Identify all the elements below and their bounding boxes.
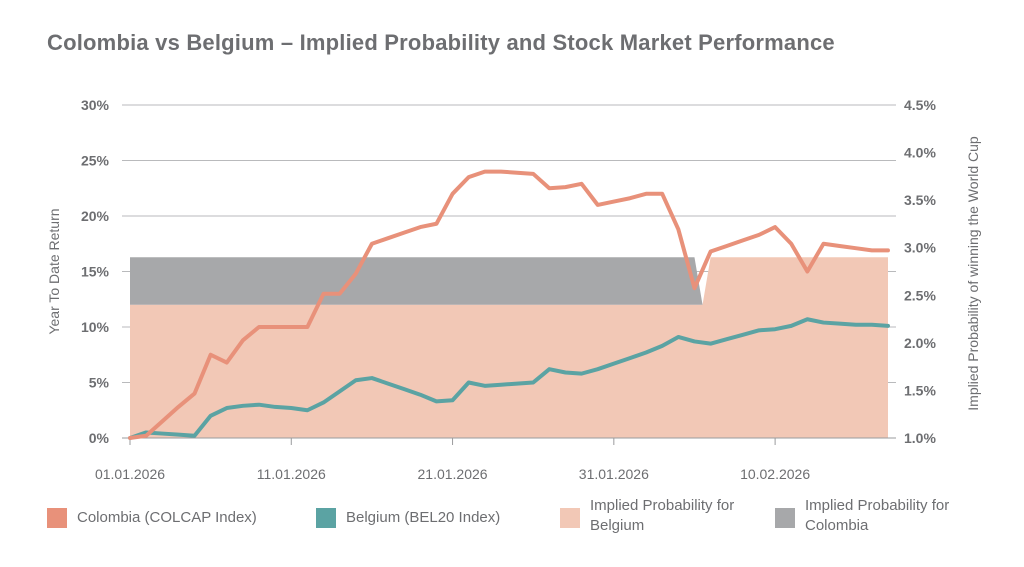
legend-swatch-colombia [47, 508, 67, 528]
y-tick-label: 10% [81, 319, 110, 335]
y2-tick-label: 3.0% [904, 240, 936, 256]
area-prob-colombia [130, 257, 703, 305]
y2-tick-label: 1.5% [904, 382, 936, 398]
legend-item-belgium: Belgium (BEL20 Index) [316, 496, 500, 536]
area-prob-belgium [130, 257, 888, 438]
y-tick-label: 20% [81, 208, 110, 224]
legend-label-prob-belgium: Implied Probability for Belgium [590, 497, 735, 534]
legend-label-belgium: Belgium (BEL20 Index) [346, 509, 501, 526]
legend-swatch-prob-belgium [560, 508, 580, 528]
legend-label-colombia: Colombia (COLCAP Index) [77, 509, 257, 526]
y2-tick-label: 1.0% [904, 430, 936, 446]
y-tick-label: 0% [89, 430, 110, 446]
y2-axis-title: Implied Probability of winning the World… [965, 136, 981, 411]
y-tick-label: 15% [81, 264, 110, 280]
legend-label-prob-colombia: Implied Probability for Colombia [805, 497, 950, 534]
x-tick-label: 10.02.2026 [740, 466, 810, 482]
y2-tick-label: 3.5% [904, 192, 936, 208]
chart-title: Colombia vs Belgium – Implied Probabilit… [47, 30, 835, 55]
x-tick-label: 31.01.2026 [579, 466, 649, 482]
y-tick-label: 30% [81, 97, 110, 113]
legend-item-colombia: Colombia (COLCAP Index) [47, 496, 257, 536]
y-axis-title: Year To Date Return [46, 208, 62, 334]
legend-item-prob-colombia: Implied Probability for Colombia [775, 496, 955, 536]
x-tick-label: 11.01.2026 [257, 466, 326, 482]
x-tick-label: 01.01.2026 [95, 466, 165, 482]
series-line-colombia [128, 169, 890, 440]
y2-tick-label: 2.0% [904, 335, 936, 351]
x-tick-label: 21.01.2026 [418, 466, 488, 482]
y2-tick-label: 4.0% [904, 145, 936, 161]
y2-tick-label: 2.5% [904, 287, 936, 303]
legend-swatch-prob-colombia [775, 508, 795, 528]
y-tick-label: 25% [81, 153, 110, 169]
y-tick-label: 5% [89, 375, 110, 391]
series-line-belgium [128, 317, 890, 440]
legend-item-prob-belgium: Implied Probability for Belgium [560, 496, 740, 536]
legend-swatch-belgium [316, 508, 336, 528]
y2-tick-label: 4.5% [904, 97, 936, 113]
